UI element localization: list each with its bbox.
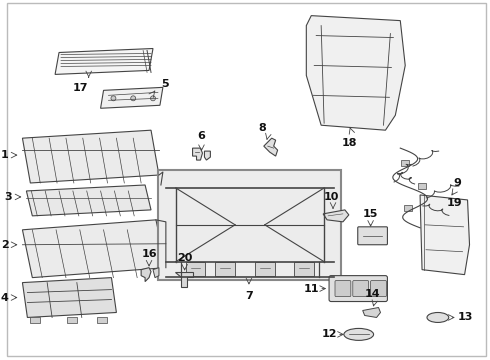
Polygon shape	[306, 15, 405, 130]
Polygon shape	[23, 130, 159, 183]
Polygon shape	[23, 278, 117, 318]
Text: 15: 15	[363, 209, 378, 219]
Text: 18: 18	[342, 138, 358, 148]
Bar	[186, 262, 205, 276]
Bar	[158, 170, 341, 280]
Polygon shape	[193, 148, 202, 160]
Polygon shape	[141, 268, 151, 282]
Text: 7: 7	[245, 291, 253, 301]
Text: 8: 8	[258, 123, 266, 133]
Text: 20: 20	[177, 253, 193, 263]
FancyBboxPatch shape	[370, 280, 387, 297]
Polygon shape	[420, 195, 469, 275]
Circle shape	[150, 96, 155, 101]
FancyBboxPatch shape	[329, 276, 388, 302]
Polygon shape	[363, 307, 381, 318]
Circle shape	[111, 96, 116, 101]
Text: 17: 17	[73, 84, 89, 93]
Bar	[67, 318, 77, 323]
Polygon shape	[264, 138, 278, 156]
Text: 11: 11	[303, 284, 319, 293]
Bar	[255, 262, 275, 276]
Bar	[30, 318, 40, 323]
Ellipse shape	[427, 312, 449, 323]
Bar	[401, 160, 409, 166]
Bar	[97, 318, 106, 323]
Bar	[215, 262, 235, 276]
Text: 3: 3	[5, 192, 12, 202]
Polygon shape	[23, 220, 166, 278]
Polygon shape	[204, 151, 210, 160]
Bar	[404, 205, 412, 211]
Bar	[418, 183, 426, 189]
Text: 9: 9	[454, 178, 462, 188]
FancyBboxPatch shape	[353, 280, 368, 297]
Bar	[294, 262, 314, 276]
Text: 1: 1	[1, 150, 8, 160]
Text: 6: 6	[197, 131, 205, 141]
Text: 19: 19	[447, 198, 463, 208]
Polygon shape	[153, 268, 159, 278]
Text: 10: 10	[323, 192, 339, 202]
Polygon shape	[26, 185, 151, 216]
FancyBboxPatch shape	[335, 280, 351, 297]
Text: 16: 16	[141, 249, 157, 259]
Polygon shape	[55, 49, 153, 75]
Text: 14: 14	[365, 289, 380, 298]
Text: 2: 2	[1, 240, 8, 250]
Text: 4: 4	[0, 293, 8, 302]
Text: 13: 13	[458, 312, 473, 323]
Text: 5: 5	[161, 79, 169, 89]
FancyBboxPatch shape	[358, 227, 388, 245]
Polygon shape	[100, 87, 163, 108]
Polygon shape	[323, 210, 349, 222]
Text: 12: 12	[321, 329, 337, 339]
Circle shape	[131, 96, 136, 101]
Ellipse shape	[344, 328, 373, 340]
Polygon shape	[175, 272, 193, 287]
